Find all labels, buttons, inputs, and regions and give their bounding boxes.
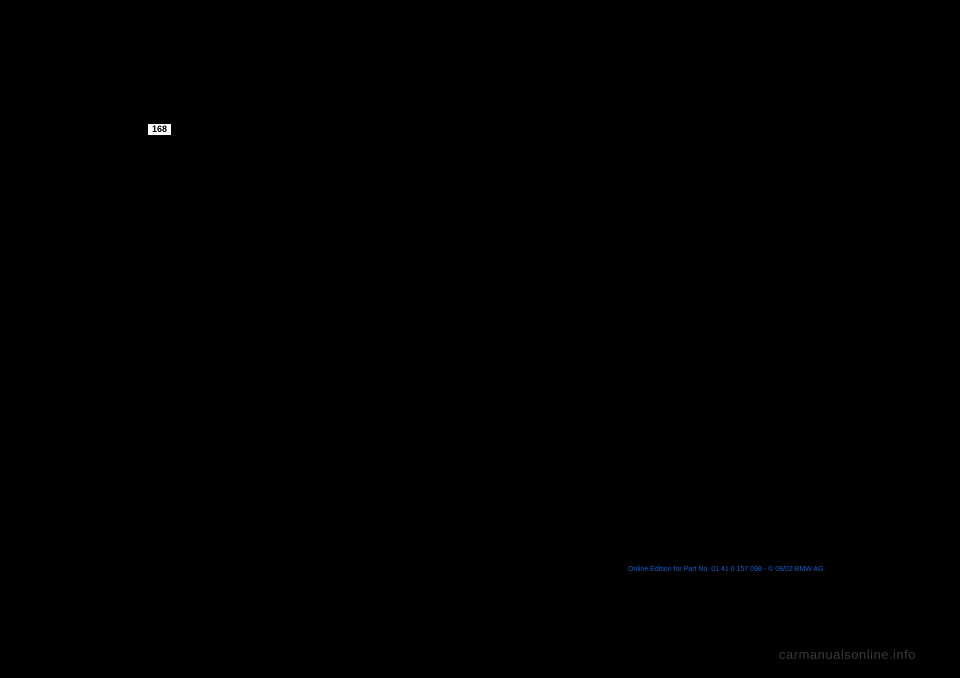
page-number-badge: 168: [148, 124, 171, 135]
edition-notice: Online Edition for Part No. 01 41 0 157 …: [628, 566, 823, 573]
site-watermark: carmanualsonline.info: [779, 647, 916, 662]
